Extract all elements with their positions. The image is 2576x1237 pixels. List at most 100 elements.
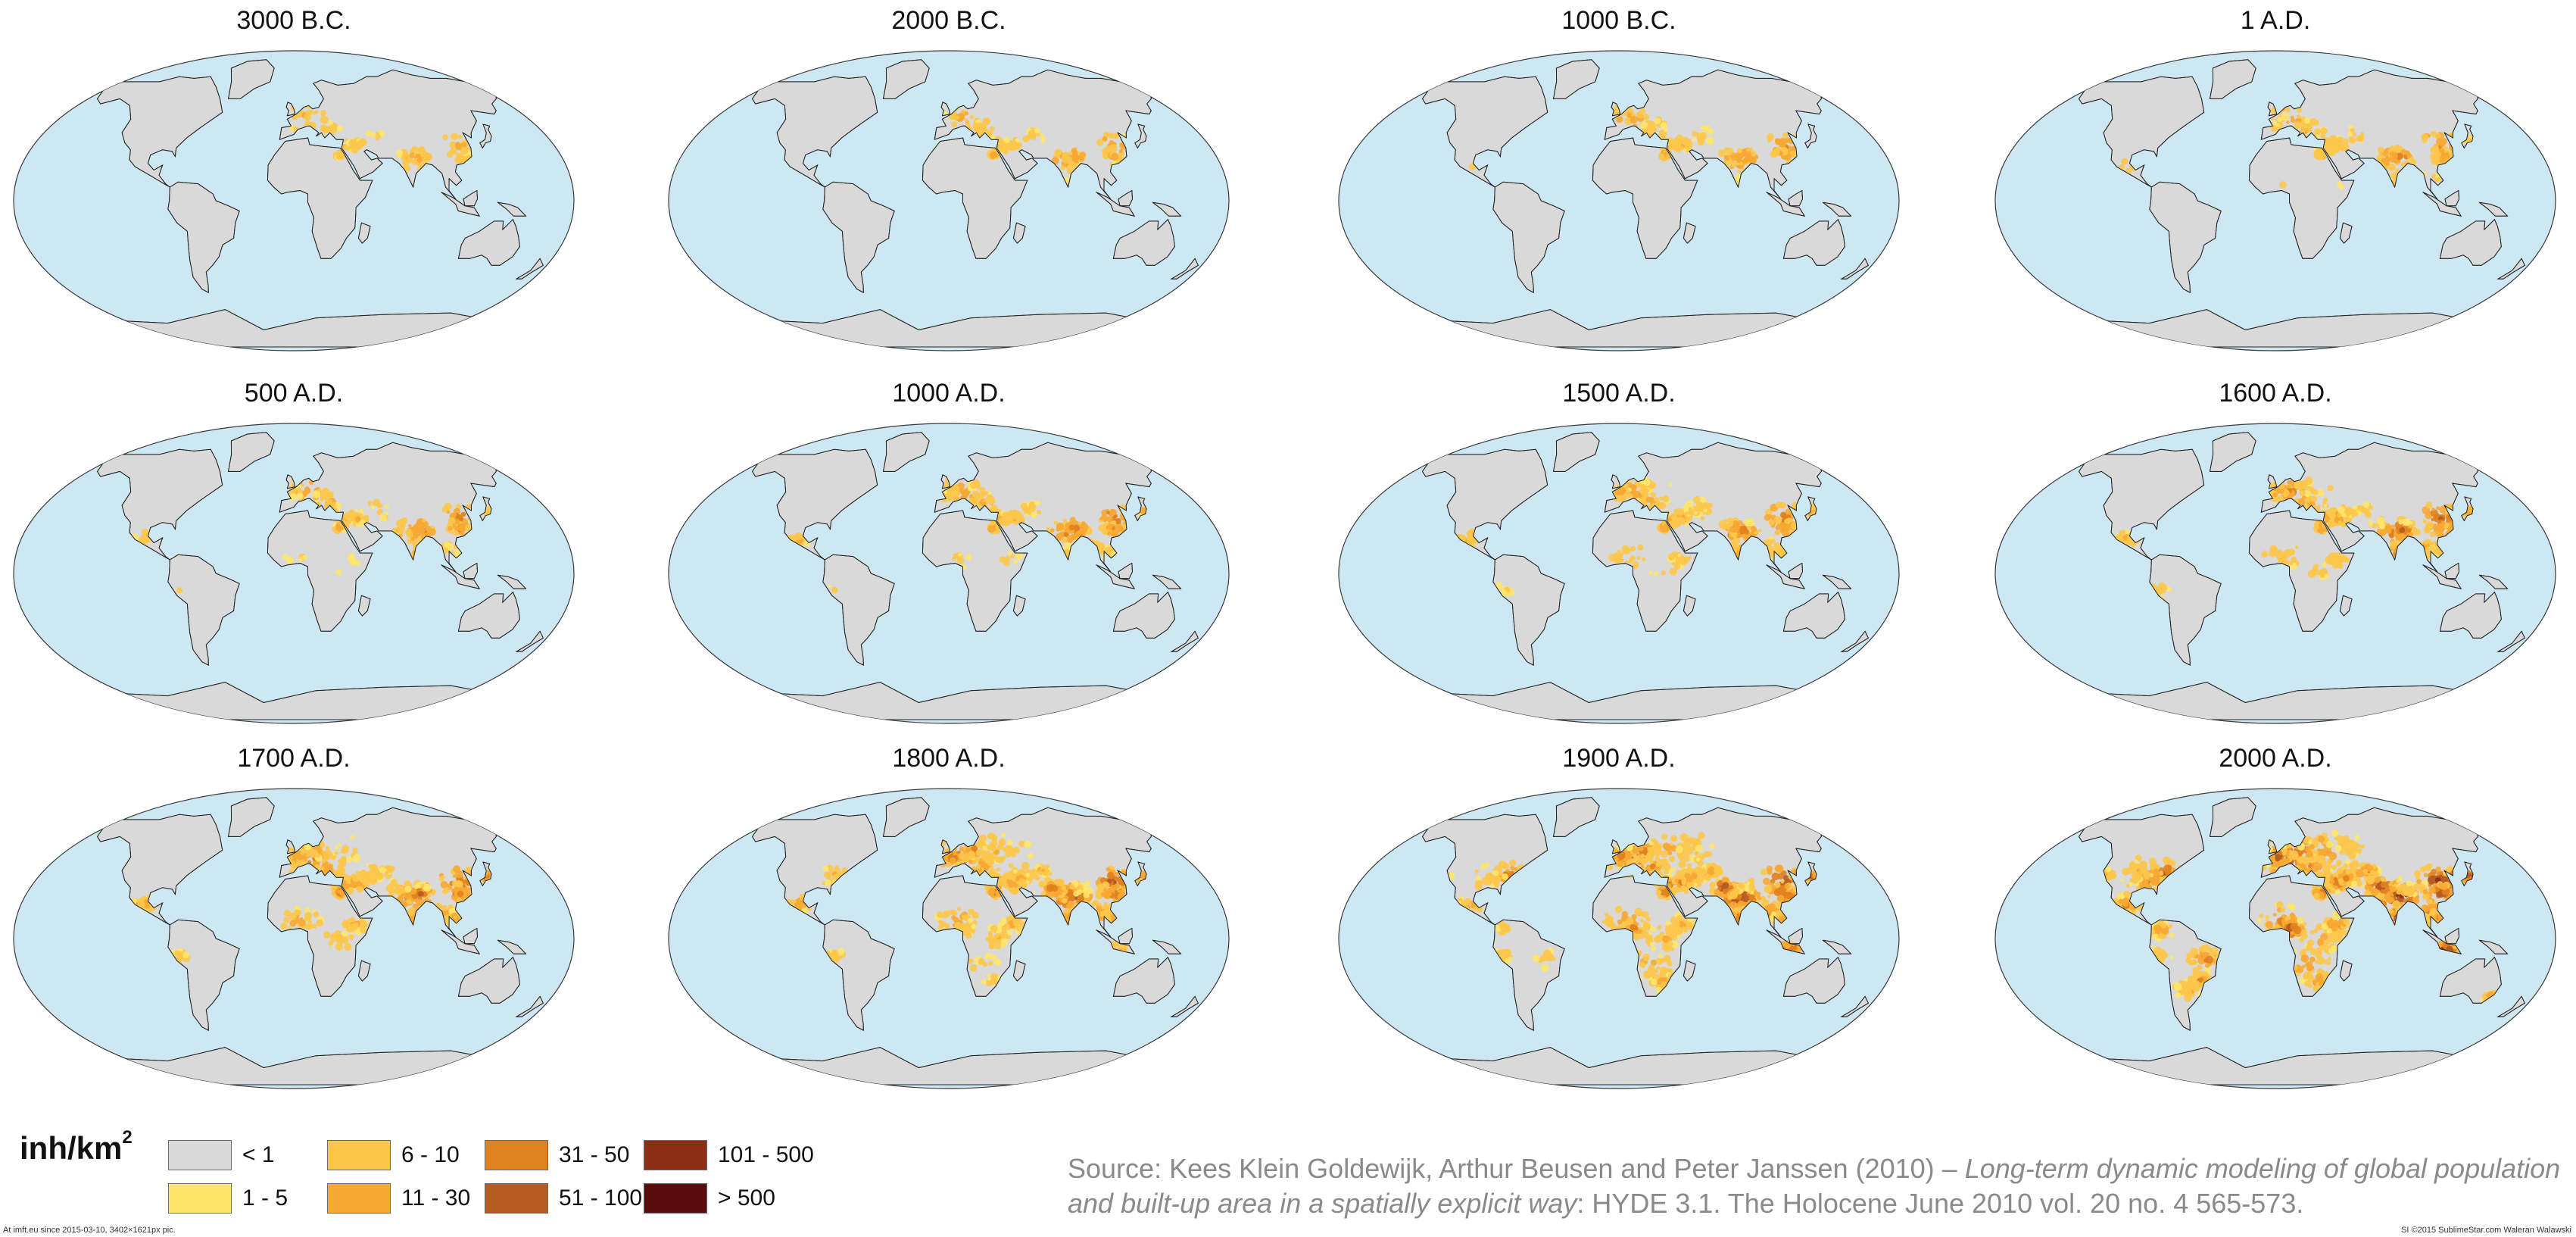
density-dot xyxy=(1645,496,1652,503)
density-dot xyxy=(334,845,338,850)
density-dot xyxy=(2390,524,2395,529)
density-dot xyxy=(1742,533,1747,539)
coastline xyxy=(922,510,1028,632)
coastline xyxy=(2496,258,2525,280)
density-dot xyxy=(1706,136,1714,145)
density-dot xyxy=(2435,174,2439,179)
density-dot xyxy=(1732,526,1739,533)
density-dot xyxy=(2332,562,2339,570)
density-dot xyxy=(1679,556,1686,564)
density-dot xyxy=(1707,128,1714,135)
density-dot xyxy=(1068,524,1075,531)
coastline xyxy=(285,474,296,489)
density-dot xyxy=(1078,521,1082,525)
density-dot xyxy=(2395,168,2400,172)
density-dot xyxy=(365,130,372,137)
density-dot xyxy=(1674,508,1683,516)
density-dot xyxy=(1007,517,1014,524)
density-dot xyxy=(2377,146,2384,154)
density-dot xyxy=(176,954,182,960)
coastline xyxy=(751,448,878,561)
density-dot xyxy=(2438,516,2443,520)
density-dot xyxy=(2317,504,2321,509)
density-dot xyxy=(141,528,149,536)
coastline xyxy=(882,432,930,472)
coastline xyxy=(267,137,373,259)
density-dot xyxy=(453,865,461,873)
density-dot xyxy=(2283,489,2290,496)
density-dot xyxy=(2122,536,2127,540)
density-dot xyxy=(457,890,464,898)
density-dot xyxy=(1684,522,1689,527)
density-dot xyxy=(1659,496,1664,501)
density-dot xyxy=(973,495,981,502)
density-dot xyxy=(350,923,358,932)
density-dot xyxy=(2286,120,2290,124)
density-dot xyxy=(951,121,958,128)
coastline xyxy=(882,59,930,99)
coastline xyxy=(1788,189,1803,207)
density-dot xyxy=(451,133,458,140)
density-dot xyxy=(1737,169,1742,173)
coastline xyxy=(515,630,544,652)
density-dot xyxy=(1637,544,1644,551)
density-dot xyxy=(288,856,293,861)
coastline xyxy=(227,432,275,472)
density-dot xyxy=(2288,481,2292,485)
density-dot xyxy=(2319,569,2326,575)
density-dot xyxy=(371,506,375,510)
density-dot xyxy=(342,924,347,929)
density-dot xyxy=(1670,514,1678,521)
density-dot xyxy=(979,486,986,493)
density-dot xyxy=(412,529,420,537)
density-dot xyxy=(1700,516,1705,521)
density-dot xyxy=(352,874,360,882)
density-dot xyxy=(1028,134,1033,139)
density-dot xyxy=(2406,528,2412,533)
density-dot xyxy=(2290,118,2296,123)
coastline xyxy=(441,564,481,589)
density-dot xyxy=(344,943,352,951)
density-dot xyxy=(285,556,295,564)
density-dot xyxy=(1736,159,1741,163)
coastline xyxy=(1592,510,1698,632)
density-dot xyxy=(1022,135,1030,142)
density-dot xyxy=(954,115,960,120)
density-dot xyxy=(336,936,344,942)
density-dot xyxy=(1643,493,1648,498)
density-dot xyxy=(1090,901,1096,907)
density-dot xyxy=(398,529,404,535)
density-dot xyxy=(398,895,404,901)
density-dot xyxy=(376,502,382,509)
density-dot xyxy=(1629,115,1638,123)
density-dot xyxy=(791,536,797,541)
density-dot xyxy=(455,508,460,511)
density-dot xyxy=(1654,117,1661,124)
density-dot xyxy=(444,541,451,548)
density-dot xyxy=(2431,158,2437,165)
world-map xyxy=(1338,50,1900,351)
density-dot xyxy=(1673,563,1681,570)
density-dot xyxy=(2439,505,2447,514)
density-dot xyxy=(965,554,972,561)
coastline xyxy=(1424,682,1813,720)
density-dot xyxy=(388,883,394,889)
density-dot xyxy=(828,584,832,589)
density-dot xyxy=(2296,108,2302,113)
coastline xyxy=(2149,554,2222,666)
coastline xyxy=(1118,189,1133,207)
world-map xyxy=(1338,423,1900,724)
world-map xyxy=(668,788,1230,1089)
coastline xyxy=(2422,192,2462,217)
density-dot xyxy=(376,871,381,876)
coastline xyxy=(98,1047,488,1085)
density-dot xyxy=(1020,502,1028,510)
density-dot xyxy=(2309,495,2317,503)
density-dot xyxy=(1106,867,1111,872)
density-dot xyxy=(1080,152,1086,158)
density-dot xyxy=(357,886,363,893)
density-dot xyxy=(2318,492,2322,496)
coastline xyxy=(1840,630,1869,652)
density-dot xyxy=(2323,503,2328,508)
density-dot xyxy=(1053,520,1059,525)
